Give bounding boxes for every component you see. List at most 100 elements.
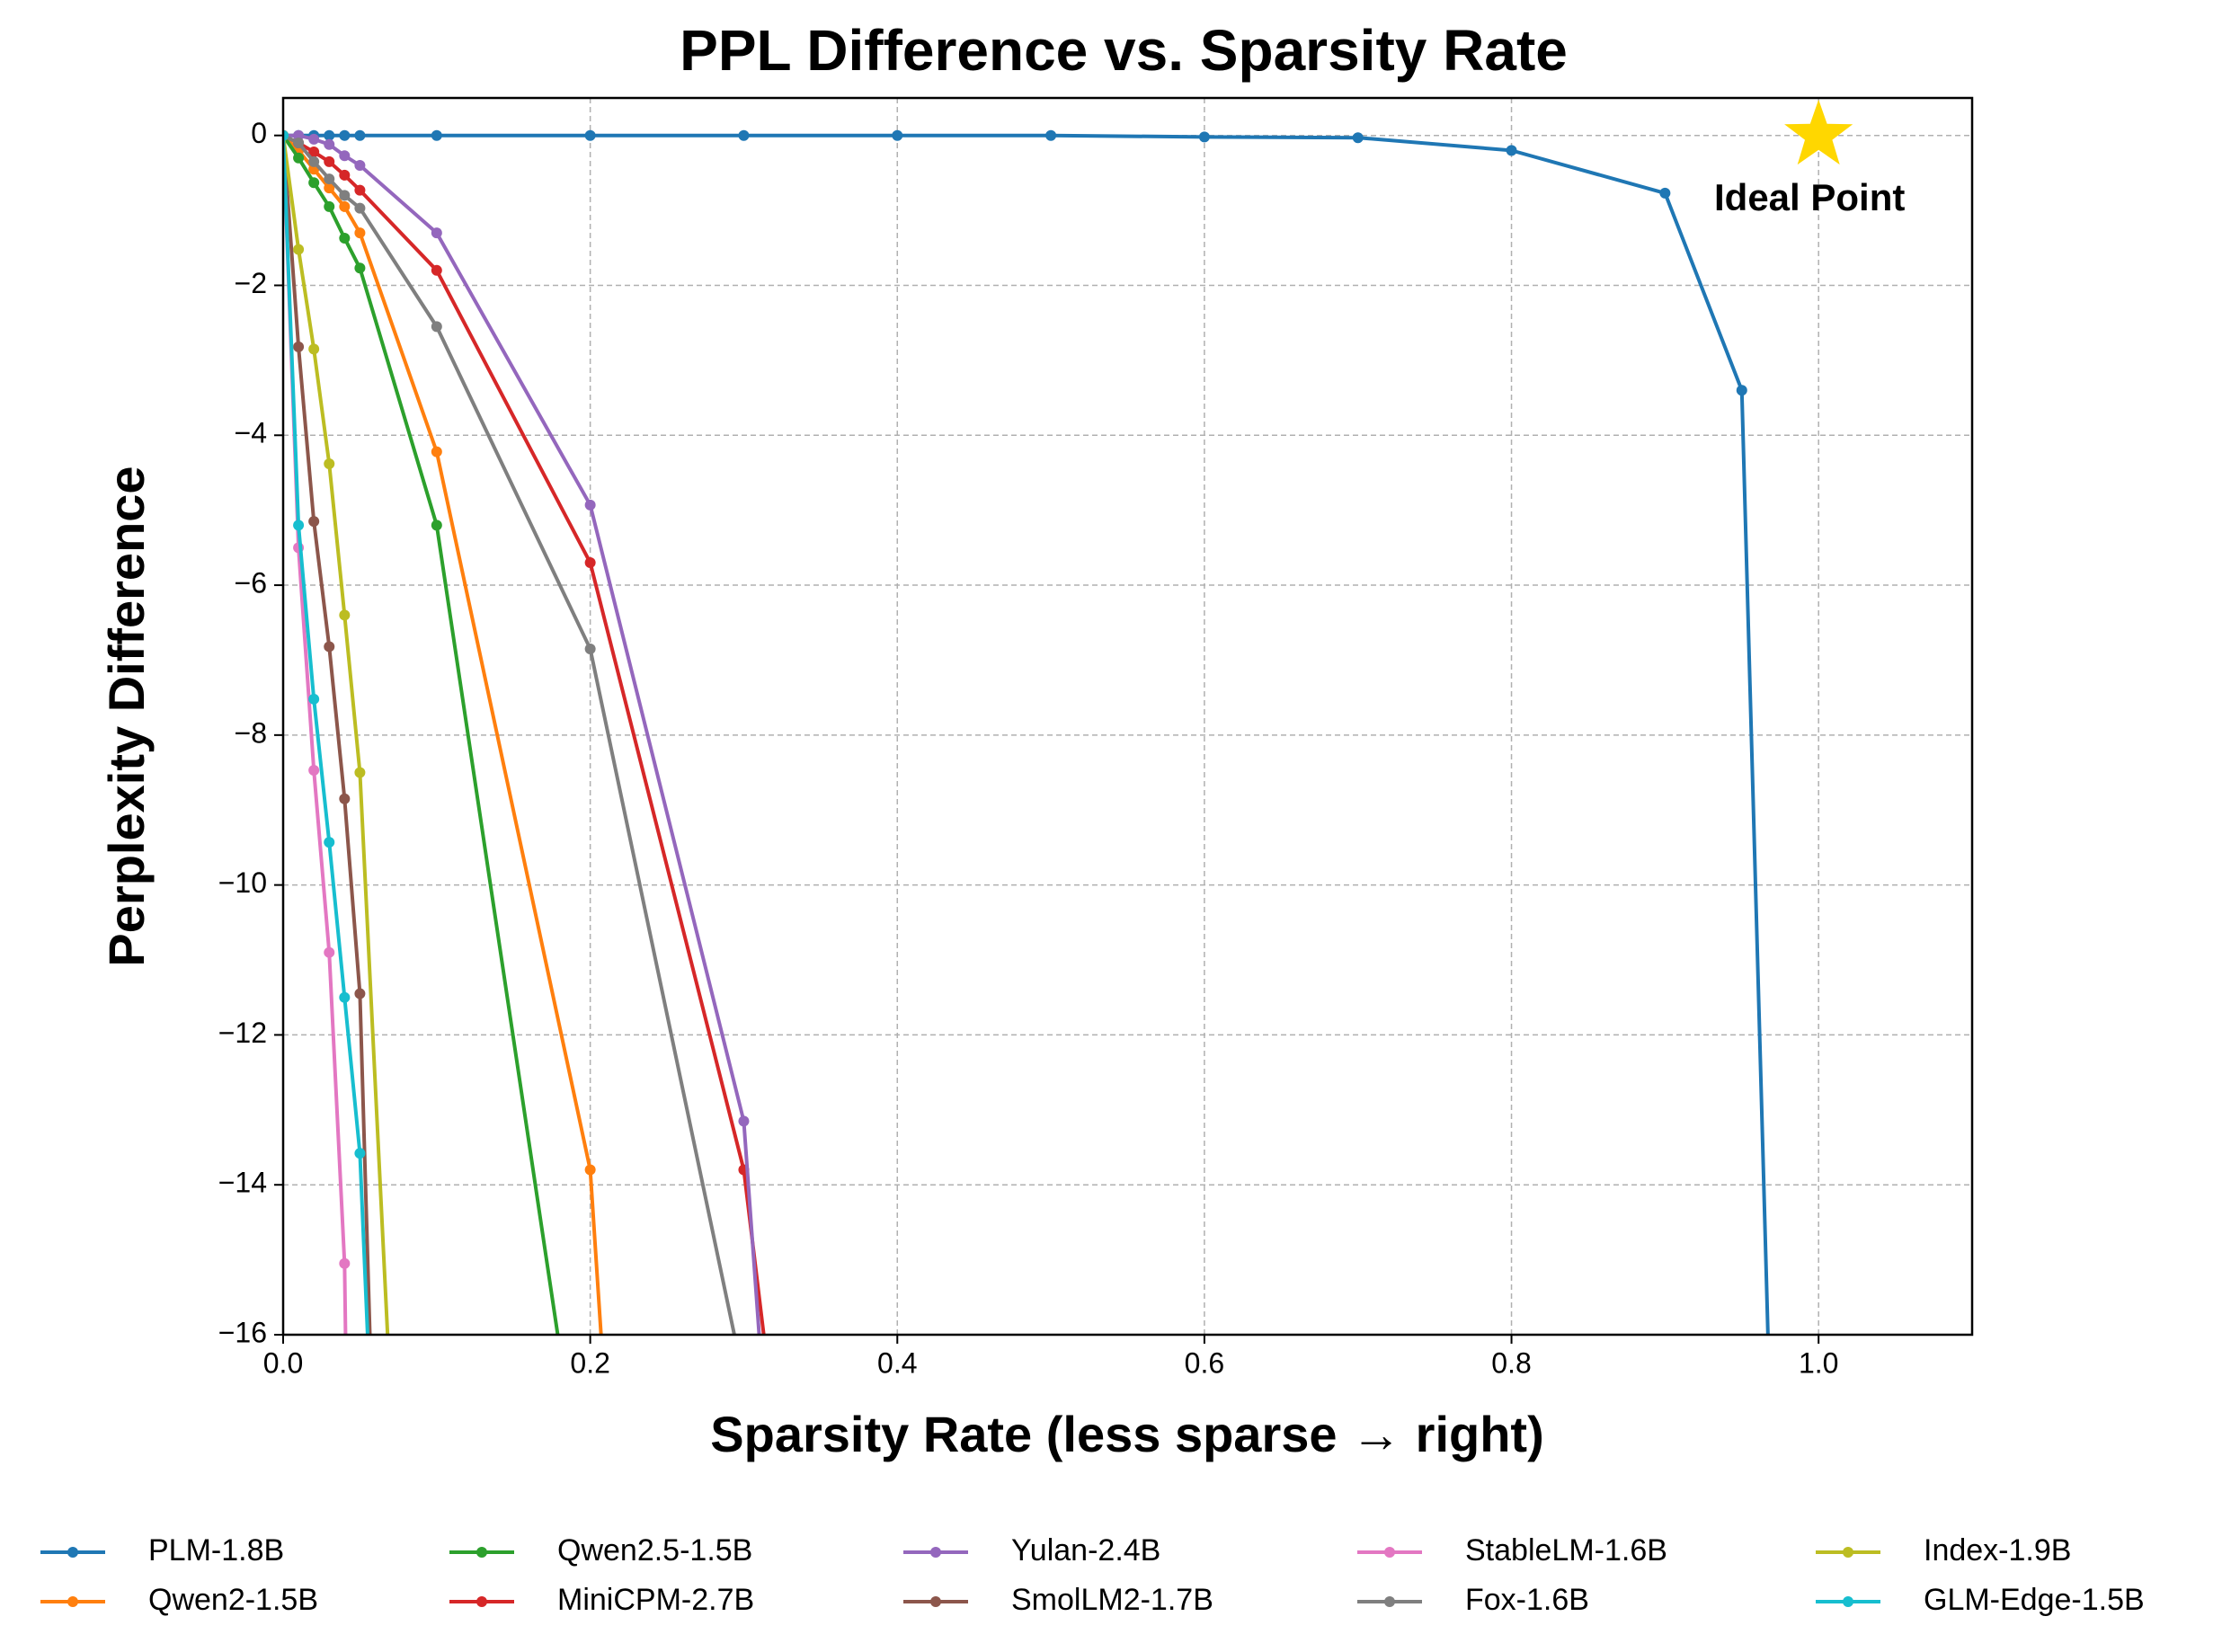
- y-tick-label: −12: [218, 1017, 267, 1049]
- legend-label: PLM-1.8B: [148, 1533, 284, 1568]
- data-point: [324, 457, 335, 469]
- data-point: [308, 155, 320, 167]
- x-tick-label: 0.6: [1185, 1346, 1224, 1379]
- data-point: [324, 173, 335, 185]
- data-point: [293, 244, 305, 255]
- legend-label: MiniCPM-2.7B: [557, 1583, 754, 1617]
- series-line: [283, 135, 369, 1335]
- legend: PLM-1.8B Qwen2-1.5B Qwen2.5-1.5B MiniCPM-2.…: [40, 1533, 2145, 1617]
- legend-label: Qwen2.5-1.5B: [557, 1533, 752, 1568]
- data-point: [738, 1115, 750, 1127]
- data-point: [354, 202, 366, 214]
- data-point: [738, 1374, 749, 1385]
- series-line: [283, 135, 390, 1335]
- data-point: [354, 1148, 366, 1159]
- data-point: [339, 1257, 351, 1269]
- data-point: [584, 1164, 596, 1176]
- data-point: [308, 765, 320, 777]
- series-line: [283, 135, 348, 1335]
- legend-label: GLM-Edge-1.5B: [1924, 1583, 2145, 1617]
- data-point: [354, 767, 366, 778]
- data-point: [339, 232, 351, 244]
- ideal-point-star: [1784, 99, 1853, 165]
- data-point: [354, 988, 366, 999]
- data-point: [892, 129, 903, 141]
- annotation-label: Ideal Point: [1714, 176, 1905, 218]
- data-point: [324, 182, 335, 194]
- legend-label: SmolLM2-1.7B: [1011, 1583, 1213, 1617]
- chart-title: PPL Difference vs. Sparsity Rate: [680, 18, 1568, 83]
- legend-marker: [1384, 1596, 1395, 1607]
- data-point: [354, 227, 366, 239]
- data-point: [308, 177, 320, 189]
- data-point: [308, 147, 320, 158]
- data-point: [324, 138, 335, 150]
- legend-marker: [67, 1596, 78, 1607]
- data-point: [738, 129, 750, 141]
- data-point: [293, 520, 305, 531]
- legend-marker: [1843, 1547, 1853, 1558]
- plot-area: [283, 129, 1770, 1385]
- x-tick-label: 0.0: [263, 1346, 303, 1379]
- legend-label: StableLM-1.6B: [1465, 1533, 1667, 1568]
- x-tick-label: 1.0: [1799, 1346, 1838, 1379]
- x-tick-label: 0.2: [570, 1346, 609, 1379]
- legend-label: Qwen2-1.5B: [148, 1583, 318, 1617]
- data-point: [431, 520, 442, 531]
- plot-frame: [281, 96, 1974, 1337]
- data-point: [293, 341, 305, 352]
- data-point: [339, 169, 351, 181]
- x-axis-label: Sparsity Rate (less sparse → right): [710, 1406, 1543, 1462]
- series-line: [283, 135, 372, 1335]
- data-point: [293, 152, 305, 164]
- x-tick-label: 0.4: [877, 1346, 917, 1379]
- legend-marker: [930, 1596, 941, 1607]
- data-point: [339, 129, 351, 141]
- data-point: [1659, 187, 1671, 199]
- series-line: [283, 133, 736, 1335]
- data-point: [308, 343, 320, 355]
- ticks: 0.0 0.2 0.4 0.6 0.8 1.0 0 −2 −4 −6 −8 −10 −12 −14 −16: [218, 117, 1839, 1379]
- data-point: [584, 499, 596, 511]
- data-point: [324, 641, 335, 653]
- data-point: [354, 129, 366, 141]
- data-point: [584, 557, 596, 569]
- data-point: [1045, 129, 1057, 141]
- y-tick-label: −14: [218, 1167, 267, 1199]
- legend-marker: [67, 1547, 78, 1558]
- data-point: [1352, 132, 1364, 144]
- data-point: [324, 129, 335, 141]
- data-point: [308, 693, 320, 705]
- y-tick-label: −6: [235, 567, 267, 600]
- series-line: [283, 133, 766, 1335]
- data-point: [584, 129, 596, 141]
- data-point: [308, 133, 320, 145]
- legend-marker: [1384, 1547, 1395, 1558]
- legend-marker: [476, 1596, 487, 1607]
- y-axis-label: Perplexity Difference: [98, 466, 155, 966]
- data-point: [354, 160, 366, 172]
- data-point: [339, 991, 351, 1003]
- data-point: [1506, 145, 1517, 156]
- grid: [282, 98, 1972, 1336]
- data-point: [1736, 385, 1747, 396]
- legend-label: Index-1.9B: [1924, 1533, 2071, 1568]
- data-point: [339, 190, 351, 201]
- data-point: [283, 129, 289, 141]
- data-point: [431, 321, 442, 333]
- data-point: [339, 200, 351, 212]
- legend-label: Fox-1.6B: [1465, 1583, 1589, 1617]
- y-tick-label: 0: [251, 117, 267, 149]
- y-tick-label: −8: [235, 716, 267, 749]
- data-point: [431, 227, 442, 239]
- data-point: [324, 155, 335, 167]
- data-point: [324, 946, 335, 958]
- data-point: [354, 262, 366, 274]
- data-point: [584, 643, 596, 654]
- data-point: [354, 184, 366, 196]
- data-point: [339, 793, 351, 804]
- y-tick-label: −16: [218, 1316, 267, 1348]
- data-point: [324, 837, 335, 848]
- data-point: [308, 516, 320, 528]
